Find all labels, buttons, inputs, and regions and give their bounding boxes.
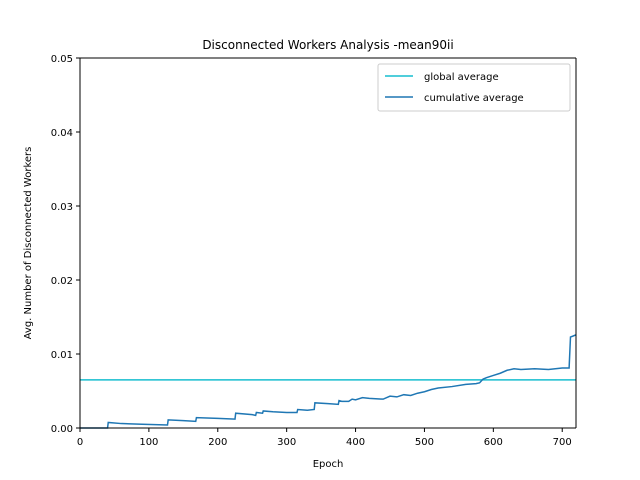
x-tick-label: 100 (139, 437, 158, 448)
x-tick-label: 300 (277, 437, 296, 448)
plot-area (80, 58, 576, 428)
x-axis-label: Epoch (313, 459, 344, 470)
x-tick-label: 200 (208, 437, 227, 448)
y-tick-label: 0.03 (51, 202, 73, 213)
series-layer (80, 334, 577, 429)
y-tick-label: 0.00 (51, 424, 73, 435)
x-tick-label: 400 (346, 437, 365, 448)
legend-box (377, 63, 571, 112)
series-line-cumulative-average (80, 334, 577, 429)
x-tick-label: 0 (77, 437, 83, 448)
y-ticks: 0.00 0.01 0.02 0.03 0.04 0.05 (51, 54, 80, 435)
x-ticks: 0 100 200 300 400 500 600 700 (77, 428, 572, 448)
x-tick-label: 500 (415, 437, 434, 448)
chart-title: Disconnected Workers Analysis -mean90ii (202, 38, 453, 52)
y-tick-label: 0.05 (51, 54, 73, 65)
legend-label-global-average: global average (424, 72, 499, 83)
x-tick-label: 600 (484, 437, 503, 448)
y-axis-label: Avg. Number of Disconnected Workers (23, 147, 34, 340)
legend-label-cumulative-average: cumulative average (424, 93, 524, 104)
y-tick-label: 0.04 (51, 128, 73, 139)
legend: global average cumulative average (377, 63, 571, 112)
y-tick-label: 0.02 (51, 276, 73, 287)
y-tick-label: 0.01 (51, 350, 73, 361)
x-tick-label: 700 (553, 437, 572, 448)
